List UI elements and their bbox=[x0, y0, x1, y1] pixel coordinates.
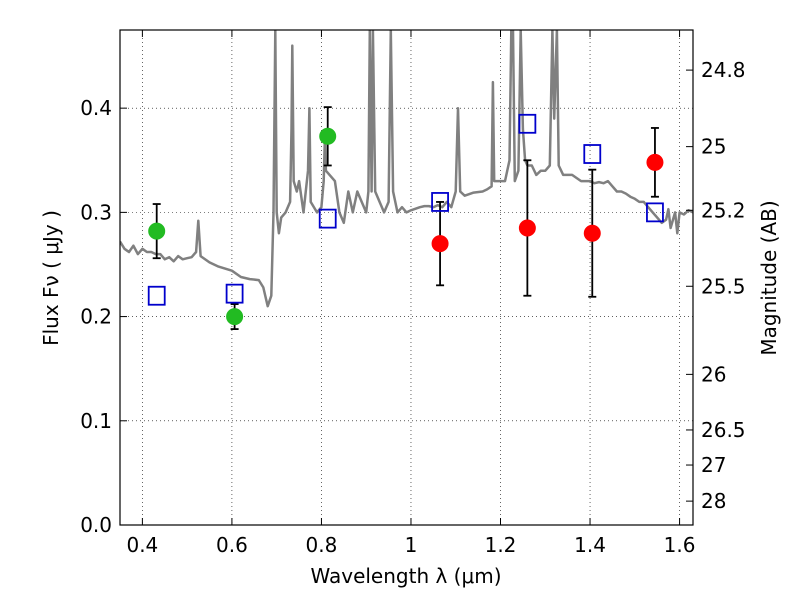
model-spectrum-layer bbox=[120, 30, 693, 308]
x-tick-labels: 0.4 0.6 0.8 1 1.2 1.4 1.6 bbox=[126, 533, 695, 557]
model-spectrum-line bbox=[120, 30, 693, 308]
green-photometry-point bbox=[148, 222, 166, 240]
x-tick-label: 1.2 bbox=[485, 533, 517, 557]
model-flux-square bbox=[147, 285, 166, 306]
magnitude-tick-label: 25.5 bbox=[701, 274, 746, 298]
x-tick-label: 1.6 bbox=[664, 533, 696, 557]
red-photometry-point bbox=[583, 224, 601, 242]
magnitude-tick-label: 25.2 bbox=[701, 198, 746, 222]
magnitude-tick-label: 24.8 bbox=[701, 58, 746, 82]
red-photometry-point bbox=[646, 153, 664, 171]
magnitude-tick-label: 26.5 bbox=[701, 418, 746, 442]
marker-layer bbox=[147, 113, 664, 326]
magnitude-tick-label: 25 bbox=[701, 135, 726, 159]
red-photometry-point bbox=[431, 235, 449, 253]
y-tick-label: 0.2 bbox=[80, 305, 112, 329]
magnitude-tick-label: 26 bbox=[701, 362, 726, 386]
magnitude-tick-label: 27 bbox=[701, 453, 726, 477]
magnitude-tick-label: 28 bbox=[701, 489, 726, 513]
x-tick-label: 1 bbox=[405, 533, 418, 557]
magnitude-tick-labels: 24.8 25 25.2 25.5 26 26.5 27 28 bbox=[701, 58, 746, 513]
x-tick-label: 1.4 bbox=[574, 533, 606, 557]
y-tick-label: 0.3 bbox=[80, 200, 112, 224]
x-axis-label: Wavelength λ (μm) bbox=[310, 564, 501, 588]
y-tick-label: 0.1 bbox=[80, 409, 112, 433]
error-bar-layer bbox=[152, 106, 659, 330]
green-photometry-point bbox=[319, 127, 337, 145]
y-axis-label: Flux Fν ( μJy ) bbox=[39, 210, 63, 346]
model-flux-square bbox=[646, 202, 664, 223]
model-flux-square bbox=[518, 113, 537, 134]
x-tick-label: 0.4 bbox=[126, 533, 158, 557]
red-photometry-point bbox=[518, 219, 536, 237]
green-photometry-point bbox=[226, 308, 244, 326]
y-tick-labels: 0.0 0.1 0.2 0.3 0.4 bbox=[80, 96, 112, 537]
plot-frame bbox=[119, 29, 694, 526]
grid-lines bbox=[120, 30, 693, 526]
model-flux-square bbox=[318, 208, 337, 229]
y-tick-label: 0.0 bbox=[80, 513, 112, 537]
x-tick-label: 0.6 bbox=[216, 533, 248, 557]
y-tick-label: 0.4 bbox=[80, 96, 112, 120]
model-flux-square bbox=[225, 283, 244, 304]
axis-ticks bbox=[120, 30, 693, 526]
magnitude-axis-label: Magnitude (AB) bbox=[757, 200, 781, 355]
model-flux-square bbox=[583, 144, 602, 164]
model-flux-square bbox=[431, 192, 449, 212]
x-tick-label: 0.8 bbox=[306, 533, 338, 557]
